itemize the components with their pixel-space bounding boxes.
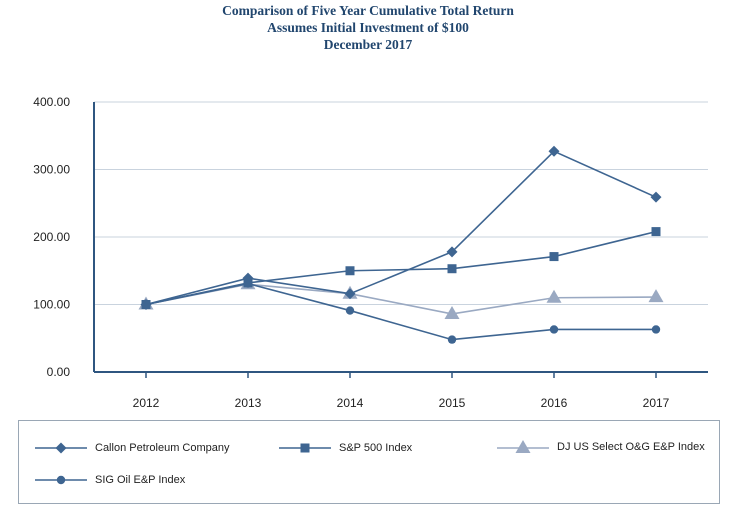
- x-tick-label: 2014: [337, 396, 364, 410]
- data-point-callon-petroleum-company: [344, 288, 356, 300]
- data-point-callon-petroleum-company: [242, 272, 254, 284]
- data-point-sig-oil-e-p-index: [651, 325, 661, 334]
- x-tick-label: 2017: [643, 396, 670, 410]
- y-tick-label: 0.00: [47, 365, 71, 379]
- legend-label-callon: Callon Petroleum Company: [95, 442, 230, 454]
- data-point-dj-us-select-o-g-e-p-index: [546, 289, 562, 303]
- x-tick-label: 2013: [235, 396, 262, 410]
- data-point-s-p-500-index: [549, 252, 559, 262]
- y-tick-label: 300.00: [33, 163, 70, 177]
- chart-subtitle-line-2: December 2017: [323, 37, 413, 52]
- x-tick-label: 2015: [439, 396, 466, 410]
- legend-swatch-sig-oil: [35, 475, 87, 485]
- data-point-callon-petroleum-company: [650, 191, 662, 203]
- series-line-sig-oil-e-p-index: [145, 282, 656, 341]
- legend-item-callon: Callon Petroleum Company: [35, 441, 230, 455]
- line-chart: 400.00 300.00 200.00 100.00 0.00 2012 2013 2014…: [33, 95, 708, 410]
- legend-swatch-callon: [35, 442, 87, 454]
- legend-label-dj-us-select: DJ US Select O&G E&P Index: [557, 441, 705, 453]
- data-point-dj-us-select-o-g-e-p-index: [648, 289, 664, 303]
- data-point-sig-oil-e-p-index: [345, 306, 355, 315]
- data-point-dj-us-select-o-g-e-p-index: [444, 305, 460, 319]
- legend-item-sig-oil: SIG Oil E&P Index: [35, 473, 185, 487]
- data-point-s-p-500-index: [651, 227, 661, 237]
- series-line-s-p-500-index: [145, 230, 657, 306]
- chart-title: Comparison of Five Year Cumulative Total…: [222, 3, 514, 18]
- x-tick-label: 2016: [541, 396, 568, 410]
- data-point-s-p-500-index: [447, 264, 457, 274]
- y-tick-label: 400.00: [33, 95, 70, 109]
- legend-swatch-sp500: [279, 443, 331, 453]
- y-tick-label: 200.00: [33, 230, 70, 244]
- legend-item-sp500: S&P 500 Index: [279, 441, 412, 455]
- data-point-callon-petroleum-company: [548, 145, 560, 157]
- legend-label-sig-oil: SIG Oil E&P Index: [95, 474, 186, 486]
- series-line-callon-petroleum-company: [145, 150, 657, 306]
- data-point-sig-oil-e-p-index: [447, 335, 457, 344]
- chart-legend: Callon Petroleum Company S&P 500 Index D…: [18, 420, 720, 504]
- data-point-callon-petroleum-company: [446, 246, 458, 258]
- data-point-s-p-500-index: [345, 266, 355, 276]
- legend-swatch-dj-us-select: [497, 440, 549, 453]
- legend-label-sp500: S&P 500 Index: [339, 442, 413, 454]
- chart-subtitle-line-1: Assumes Initial Investment of $100: [267, 20, 469, 35]
- x-tick-label: 2012: [133, 396, 160, 410]
- data-point-sig-oil-e-p-index: [549, 325, 559, 334]
- legend-item-dj-us-select: DJ US Select O&G E&P Index: [497, 438, 705, 456]
- data-point-callon-petroleum-company: [140, 299, 152, 310]
- chart-title-block: Comparison of Five Year Cumulative Total…: [0, 2, 736, 53]
- y-tick-label: 100.00: [33, 298, 70, 312]
